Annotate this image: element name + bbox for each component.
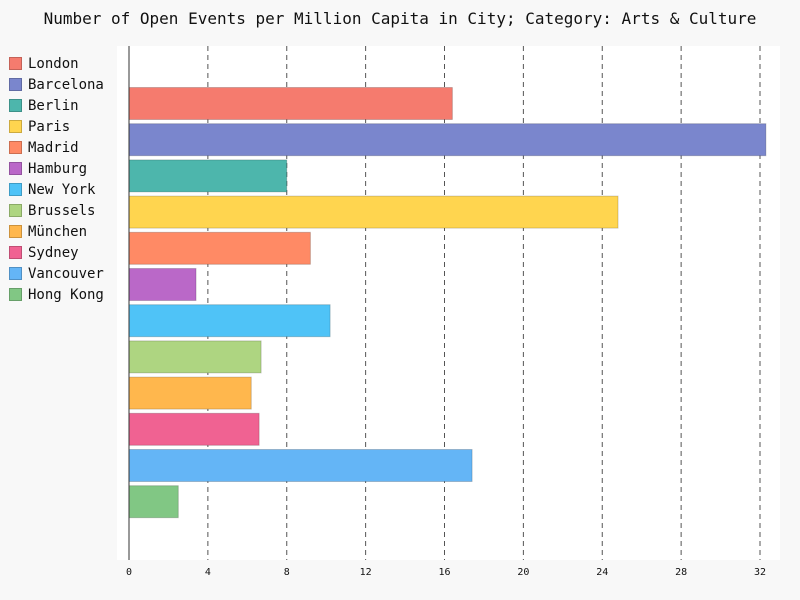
legend: London Barcelona Berlin Paris Madrid Hamburg N… xyxy=(9,53,104,305)
bar-madrid xyxy=(128,231,311,265)
x-tick-label: 32 xyxy=(754,567,766,578)
legend-swatch xyxy=(9,162,22,175)
bar-barcelona xyxy=(128,123,767,157)
legend-item: Hong Kong xyxy=(9,284,104,305)
legend-swatch xyxy=(9,246,22,259)
legend-label: Madrid xyxy=(28,139,79,156)
bar-vancouver xyxy=(128,449,473,482)
legend-label: Barcelona xyxy=(28,76,104,93)
legend-label: Brussels xyxy=(28,202,96,219)
legend-item: Paris xyxy=(9,116,104,137)
legend-swatch xyxy=(9,57,22,70)
plot-area xyxy=(117,46,780,560)
x-tick-label: 16 xyxy=(438,567,450,578)
bar-m-nchen xyxy=(128,376,252,410)
bar-london xyxy=(128,87,453,120)
legend-item: Hamburg xyxy=(9,158,104,179)
bar-new-york xyxy=(128,304,331,338)
bar-hamburg xyxy=(128,268,197,301)
legend-item: Barcelona xyxy=(9,74,104,95)
legend-label: Berlin xyxy=(28,97,79,114)
legend-label: München xyxy=(28,223,88,240)
legend-swatch xyxy=(9,225,22,238)
legend-label: Sydney xyxy=(28,244,79,261)
legend-swatch xyxy=(9,288,22,301)
chart-title: Number of Open Events per Million Capita… xyxy=(43,9,757,28)
x-tick-label: 28 xyxy=(675,567,687,578)
x-tick-label: 8 xyxy=(284,567,290,578)
legend-swatch xyxy=(9,183,22,196)
x-tick-label: 20 xyxy=(517,567,529,578)
bar-berlin xyxy=(128,159,288,193)
x-tick-label: 0 xyxy=(126,567,132,578)
legend-label: Hamburg xyxy=(28,160,88,177)
legend-item: New York xyxy=(9,179,104,200)
x-tick-label: 4 xyxy=(205,567,211,578)
bar-paris xyxy=(128,195,619,229)
legend-item: Berlin xyxy=(9,95,104,116)
legend-swatch xyxy=(9,99,22,112)
legend-item: Brussels xyxy=(9,200,104,221)
legend-item: Madrid xyxy=(9,137,104,158)
legend-label: London xyxy=(28,55,79,72)
x-tick-label: 24 xyxy=(596,567,608,578)
legend-item: Sydney xyxy=(9,242,104,263)
bar-sydney xyxy=(128,412,260,446)
legend-item: München xyxy=(9,221,104,242)
legend-label: Paris xyxy=(28,118,71,135)
legend-label: Vancouver xyxy=(28,265,104,282)
bar-hong-kong xyxy=(128,485,179,519)
x-tick-label: 12 xyxy=(360,567,372,578)
bar-brussels xyxy=(128,340,262,374)
legend-label: Hong Kong xyxy=(28,286,104,303)
legend-item: London xyxy=(9,53,104,74)
legend-swatch xyxy=(9,204,22,217)
legend-item: Vancouver xyxy=(9,263,104,284)
legend-swatch xyxy=(9,120,22,133)
legend-swatch xyxy=(9,141,22,154)
legend-swatch xyxy=(9,78,22,91)
legend-label: New York xyxy=(28,181,96,198)
legend-swatch xyxy=(9,267,22,280)
